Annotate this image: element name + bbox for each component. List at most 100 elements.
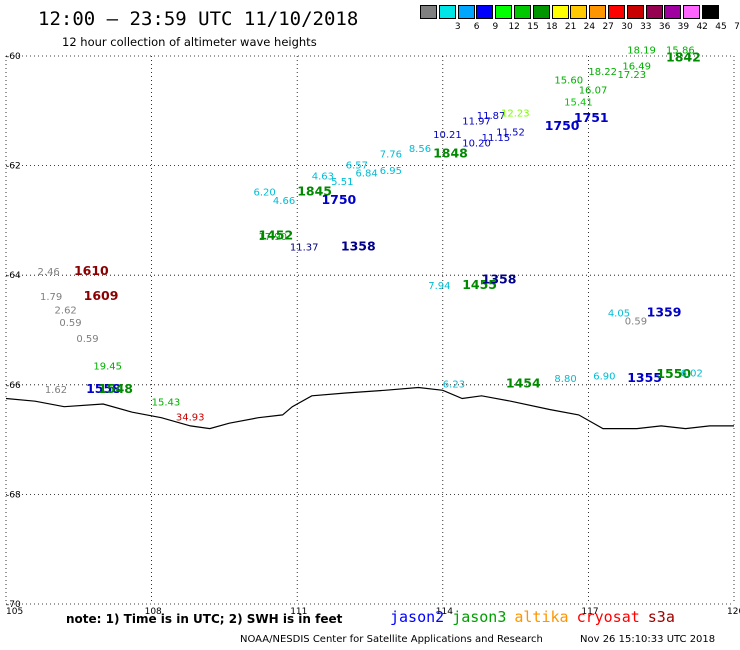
map-title: 12:00 – 23:59 UTC 11/10/2018 — [38, 8, 359, 30]
wave-height-label: 0.59 — [76, 334, 98, 345]
legend-swatch — [457, 5, 475, 19]
legend-swatch — [645, 5, 663, 19]
wave-height-label: 34.93 — [176, 412, 205, 423]
pass-time-label: 1358 — [341, 239, 376, 254]
wave-height-label: 12.23 — [501, 108, 530, 119]
legend-swatch — [683, 5, 701, 19]
legend-swatch — [495, 5, 513, 19]
pass-time-label: 1550 — [656, 366, 691, 381]
pass-time-label: 1455 — [462, 277, 497, 292]
legend-label: 21 — [564, 22, 577, 32]
legend-label: 39 — [677, 22, 690, 32]
legend-label: 42 — [696, 22, 708, 32]
pass-time-label: 1609 — [84, 288, 119, 303]
legend-label: 15 — [527, 22, 539, 32]
wave-height-label: 15.86 — [666, 45, 695, 56]
legend-label: 45 — [715, 22, 727, 32]
pass-time-label: 1359 — [647, 304, 682, 319]
y-tick-label: -70 — [6, 600, 21, 610]
legend-label: 36 — [658, 22, 671, 32]
wave-height-label: 6.95 — [380, 166, 402, 177]
legend-label: 9 — [492, 22, 499, 32]
legend-label: 70 — [734, 22, 740, 32]
map-subtitle: 12 hour collection of altimeter wave hei… — [62, 35, 317, 49]
pass-time-label: 1548 — [98, 381, 133, 396]
legend-swatch — [608, 5, 625, 19]
pass-time-label: 1750 — [321, 192, 356, 207]
legend-label: 18 — [546, 22, 558, 32]
wave-height-label: 8.80 — [554, 374, 576, 385]
pass-time-label: 1454 — [506, 376, 541, 391]
pass-time-label: 1358 — [482, 271, 517, 286]
pass-time-label: 1842 — [666, 49, 701, 64]
y-tick-label: -60 — [6, 52, 21, 62]
legend-swatch — [626, 5, 644, 19]
legend-label: 3 — [454, 22, 461, 32]
wave-height-label: 19.45 — [93, 361, 122, 372]
wave-height-label: 4.63 — [312, 171, 334, 182]
wave-height-label: 11.37 — [290, 243, 319, 254]
wave-height-label: 16.49 — [622, 62, 651, 73]
legend-label: 24 — [583, 22, 596, 32]
wave-height-label: 11.52 — [496, 127, 525, 138]
wave-height-label: 15.60 — [554, 75, 583, 86]
satellite-legend: jason2 jason3 altika cryosat s3a — [390, 608, 683, 626]
wave-height-label: 15.43 — [152, 398, 181, 409]
satellite-cryosat: cryosat — [576, 608, 640, 626]
timestamp-text: Nov 26 15:10:33 UTC 2018 — [580, 634, 716, 645]
wave-height-label: 0.59 — [59, 318, 81, 329]
legend-swatch — [532, 5, 550, 19]
wave-height-label: 6.23 — [443, 380, 465, 391]
pass-time-label: 1845 — [297, 184, 332, 199]
wave-height-label: 16.07 — [579, 85, 608, 96]
credit-text: NOAA/NESDIS Center for Satellite Applica… — [240, 634, 543, 645]
wave-height-label: 6.57 — [346, 160, 368, 171]
wave-height-label: 2.62 — [55, 306, 77, 317]
wave-height-label: 17.23 — [618, 70, 647, 81]
wave-height-label: 4.05 — [608, 308, 630, 319]
wave-height-label: 1.62 — [45, 385, 67, 396]
wave-height-label: 8.56 — [409, 144, 431, 155]
wave-height-label: 10.20 — [462, 138, 491, 149]
pass-time-label: 1751 — [574, 110, 609, 125]
pass-time-label: 1610 — [74, 263, 109, 278]
wave-height-label: 18.19 — [627, 45, 656, 56]
legend-swatch — [702, 5, 719, 19]
wave-height-label: 7.76 — [380, 149, 402, 160]
wave-height-label: 17.90 — [258, 232, 287, 243]
legend-label: 12 — [508, 22, 520, 32]
satellite-jason3: jason3 — [452, 608, 507, 626]
legend-label: 30 — [621, 22, 633, 32]
pass-time-label: 1848 — [433, 145, 468, 160]
x-tick-label: 108 — [145, 607, 162, 617]
legend-swatch — [570, 5, 588, 19]
legend-label: 6 — [473, 22, 480, 32]
pass-time-label: 1355 — [627, 370, 662, 385]
wave-height-label: 6.90 — [593, 371, 615, 382]
x-tick-label: 111 — [290, 607, 307, 617]
wave-height-label: 5.51 — [331, 177, 353, 188]
pass-time-label: 1750 — [545, 118, 580, 133]
wave-height-label: 4.66 — [273, 196, 295, 207]
wave-height-label: 15.41 — [564, 97, 593, 108]
wave-height-label: 11.87 — [477, 111, 506, 122]
legend-swatch — [551, 5, 569, 19]
wave-height-label: 11.97 — [462, 117, 491, 128]
x-tick-label: 105 — [6, 607, 23, 617]
legend-swatch — [589, 5, 607, 19]
wave-height-label: 10.21 — [433, 130, 462, 141]
x-tick-label: 117 — [581, 607, 598, 617]
wave-height-label: 0.59 — [625, 317, 647, 328]
legend-swatch — [514, 5, 531, 19]
y-tick-label: -68 — [6, 490, 21, 500]
wave-height-label: 6.20 — [254, 188, 276, 199]
footer-note: note: 1) Time is in UTC; 2) SWH is in fe… — [66, 612, 343, 626]
pass-time-label: 1558 — [86, 381, 121, 396]
satellite-altika: altika — [514, 608, 569, 626]
legend-label: 27 — [602, 22, 614, 32]
satellite-jason2: jason2 — [390, 608, 445, 626]
legend-label: 33 — [640, 22, 652, 32]
wave-height-label: 18.22 — [588, 67, 617, 78]
x-tick-label: 120 — [727, 607, 740, 617]
